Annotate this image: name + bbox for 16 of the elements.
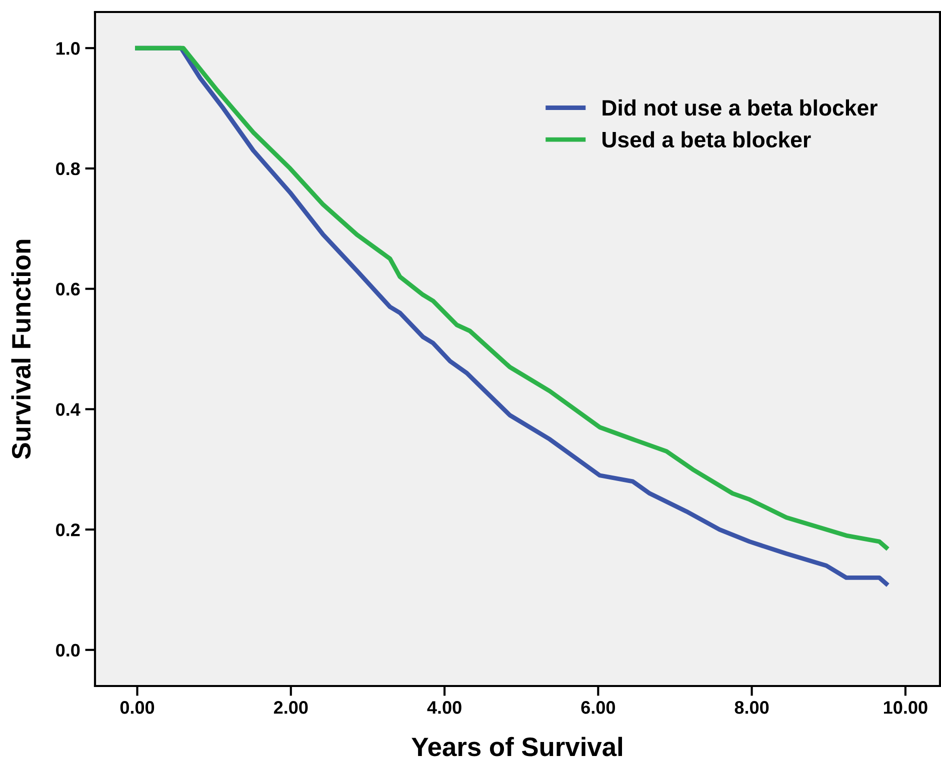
y-tick-label: 0.8	[56, 162, 80, 176]
y-axis-title: Survival Function	[11, 240, 31, 459]
y-tick-label: 1.0	[56, 42, 80, 55]
legend-label: Used a beta blocker	[602, 131, 811, 148]
legend-label: Did not use a beta blocker	[602, 99, 878, 116]
y-tick-label: 0.2	[56, 523, 80, 536]
y-tick-label: 0.6	[56, 282, 80, 296]
x-tick-label: 0.00	[120, 701, 154, 714]
x-tick-label: 8.00	[734, 701, 769, 714]
y-tick-label: 0.0	[56, 644, 80, 657]
x-tick-label: 6.00	[581, 701, 615, 714]
x-tick-label: 4.00	[427, 701, 462, 714]
x-tick-label: 2.00	[274, 701, 308, 714]
y-tick-label: 0.4	[56, 403, 80, 416]
x-axis-title: Years of Survival	[412, 736, 622, 756]
x-tick-label: 10.00	[884, 701, 928, 714]
